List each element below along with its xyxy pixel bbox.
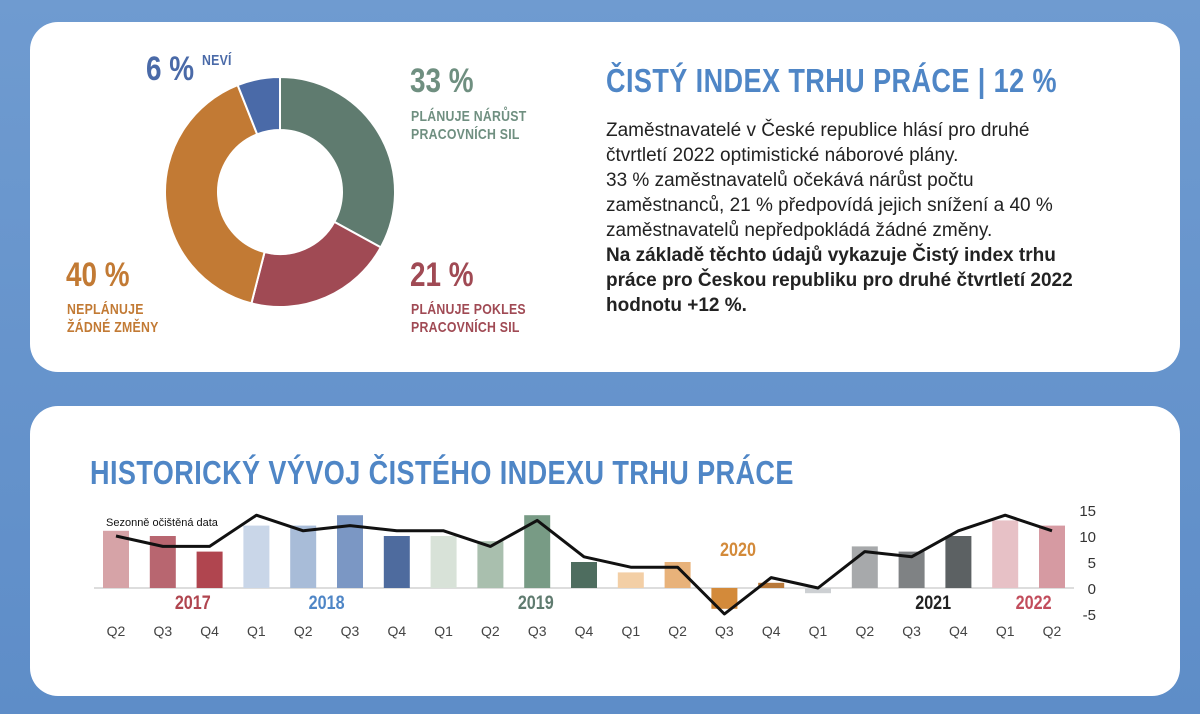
summary-bold-line: práce pro Českou republiku pro druhé čtv…: [606, 270, 1073, 291]
donut-nochange-label-2: ŽÁDNÉ ZMĚNY: [67, 319, 159, 336]
x-tick-label: Q1: [247, 623, 266, 639]
y-tick-label: -5: [1083, 607, 1096, 624]
year-label: 2021: [915, 592, 951, 614]
history-bar: [243, 525, 270, 588]
history-bar: [992, 520, 1019, 588]
history-bar: [571, 562, 597, 588]
donut-increase-label-2: PRACOVNÍCH SIL: [411, 126, 520, 143]
donut-chart: [164, 75, 396, 308]
y-tick-label: 15: [1079, 503, 1096, 520]
donut-increase-pct: 33 %: [410, 62, 474, 100]
summary-bold-line: Na základě těchto údajů vykazuje Čistý i…: [606, 245, 1056, 266]
history-series-label: Sezonně očištěná data: [106, 517, 219, 529]
history-bar: [617, 572, 644, 588]
year-label: 2018: [309, 592, 345, 614]
y-tick-label: 5: [1088, 555, 1096, 572]
history-bar: [805, 588, 831, 594]
history-bar: [477, 541, 504, 588]
x-tick-label: Q2: [668, 623, 687, 639]
history-chart: Sezonně očištěná data 15 10 5 0 -5 Q2 Q3 Q4 Q1 Q2 Q…: [94, 503, 1096, 639]
x-tick-label: Q4: [762, 623, 781, 639]
summary-line: zaměstnanců, 21 % předpovídá jejich sníž…: [606, 195, 1053, 216]
history-bar: [103, 530, 129, 588]
summary-bold-line: hodnotu +12 %.: [606, 295, 747, 316]
history-bar: [758, 582, 785, 588]
x-tick-label: Q3: [341, 623, 360, 639]
x-tick-label: Q3: [153, 623, 172, 639]
history-bar: [383, 536, 410, 588]
x-tick-label: Q4: [387, 623, 406, 639]
history-bar: [711, 588, 738, 609]
x-tick-label: Q2: [107, 623, 126, 639]
history-bar: [430, 536, 457, 588]
donut-unknown-pct: 6 %: [146, 50, 195, 88]
summary-paragraph: Zaměstnavatelé v České republice hlásí p…: [606, 118, 1126, 318]
summary-card: 6 % NEVÍ 33 % PLÁNUJE NÁRŮST PRACOVNÍCH …: [30, 22, 1180, 372]
x-tick-label: Q1: [621, 623, 640, 639]
donut-nochange-label-1: NEPLÁNUJE: [67, 301, 144, 318]
donut-increase-label-1: PLÁNUJE NÁRŮST: [411, 108, 527, 125]
history-bar: [196, 551, 223, 588]
x-tick-label: Q3: [902, 623, 921, 639]
x-tick-label: Q2: [294, 623, 313, 639]
history-card: HISTORICKÝ VÝVOJ ČISTÉHO INDEXU TRHU PRÁ…: [30, 406, 1180, 696]
year-label: 2022: [1016, 592, 1052, 614]
year-label: 2017: [175, 592, 211, 614]
history-bar: [290, 525, 317, 588]
x-tick-label: Q1: [809, 623, 828, 639]
donut-slice-nochange: [164, 83, 266, 305]
history-title: HISTORICKÝ VÝVOJ ČISTÉHO INDEXU TRHU PRÁ…: [90, 454, 794, 491]
history-bar: [1039, 525, 1065, 588]
history-line: [115, 513, 1053, 616]
x-tick-label: Q4: [200, 623, 219, 639]
donut-decrease-label-1: PLÁNUJE POKLES: [411, 301, 526, 318]
x-tick-label: Q4: [575, 623, 594, 639]
history-bar: [945, 536, 972, 588]
x-tick-label: Q1: [434, 623, 453, 639]
x-tick-label: Q4: [949, 623, 968, 639]
x-tick-label: Q1: [996, 623, 1015, 639]
donut-slice-increase: [279, 75, 396, 249]
x-tick-label: Q2: [1043, 623, 1062, 639]
x-tick-label: Q2: [481, 623, 500, 639]
donut-slice-unknown: [236, 75, 281, 136]
donut-decrease-pct: 21 %: [410, 256, 474, 294]
summary-line: Zaměstnavatelé v České republice hlásí p…: [606, 120, 1030, 141]
x-tick-label: Q3: [715, 623, 734, 639]
donut-nochange-pct: 40 %: [66, 256, 130, 294]
summary-line: čtvrtletí 2022 optimistické náborové plá…: [606, 145, 959, 166]
year-label: 2020: [720, 539, 756, 561]
x-tick-label: Q3: [528, 623, 547, 639]
donut-unknown-label: NEVÍ: [202, 52, 232, 69]
summary-title: ČISTÝ INDEX TRHU PRÁCE | 12 %: [606, 62, 1057, 99]
summary-line: 33 % zaměstnavatelů očekává nárůst počtu: [606, 170, 974, 191]
donut-decrease-label-2: PRACOVNÍCH SIL: [411, 319, 520, 336]
x-tick-label: Q2: [855, 623, 874, 639]
year-label: 2019: [518, 592, 554, 614]
y-tick-label: 0: [1088, 581, 1096, 598]
summary-line: zaměstnavatelů nepředpokládá žádné změny…: [606, 220, 993, 241]
y-tick-label: 10: [1079, 529, 1096, 546]
